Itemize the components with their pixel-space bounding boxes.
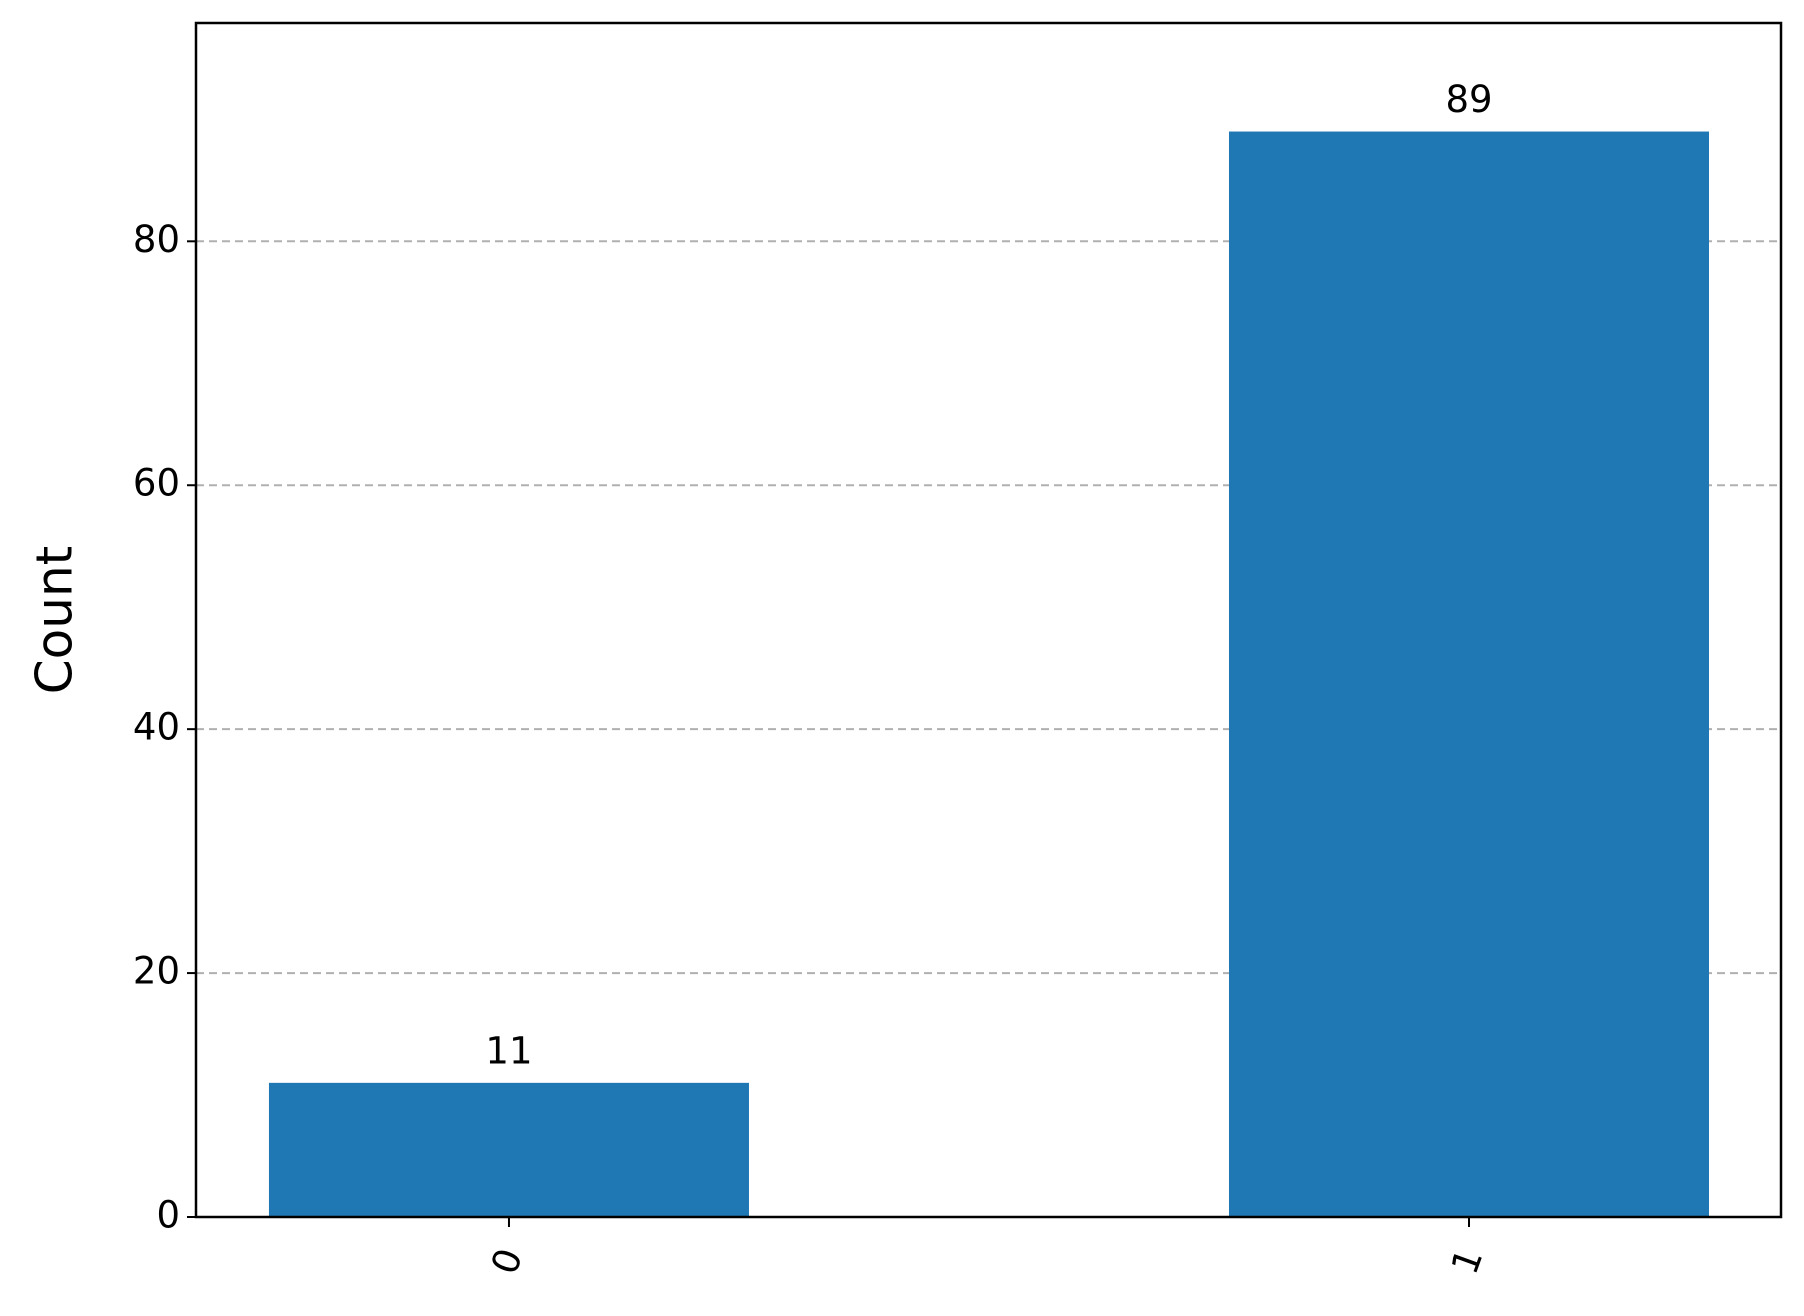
- y-tick-label: 0: [156, 1194, 180, 1237]
- data-label: 11: [485, 1029, 532, 1072]
- y-tick-label: 20: [133, 950, 180, 993]
- data-label: 89: [1445, 78, 1492, 121]
- x-tick-label: 0: [483, 1243, 531, 1280]
- plot-frame: [194, 21, 1783, 1219]
- y-tick-label: 60: [133, 462, 180, 505]
- y-axis-label: Count: [26, 546, 84, 695]
- bar: [1228, 131, 1709, 1218]
- bar: [268, 1082, 749, 1217]
- x-tick-label: 1: [1443, 1243, 1491, 1280]
- y-tick-label: 80: [133, 218, 180, 261]
- y-tick-label: 40: [133, 706, 180, 749]
